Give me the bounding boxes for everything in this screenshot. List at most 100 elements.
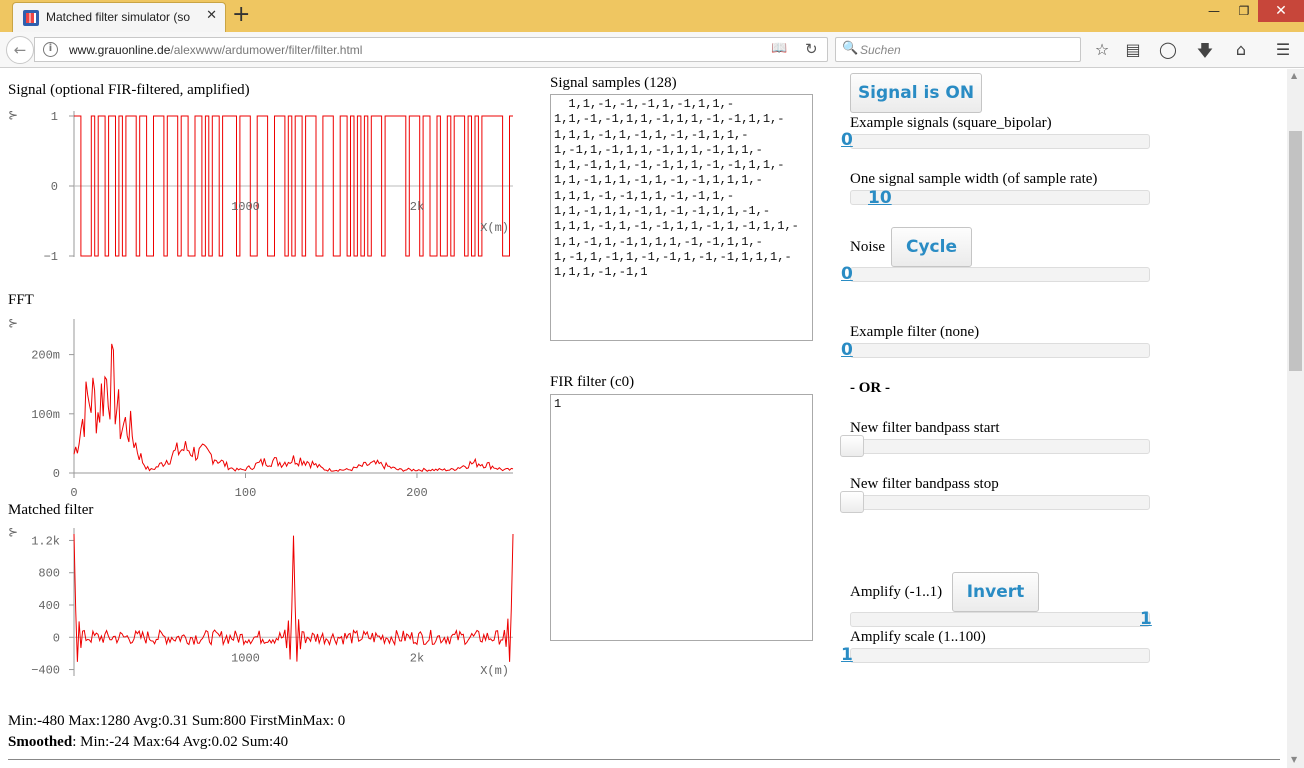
browser-tab[interactable]: Matched filter simulator (so ✕	[12, 2, 226, 32]
invert-button[interactable]: Invert	[952, 572, 1039, 612]
chart-cursor-icon: ⊱	[8, 317, 18, 331]
bandpass-start-label: New filter bandpass start	[850, 420, 1000, 436]
info-icon[interactable]: i	[43, 42, 58, 57]
home-icon[interactable]: ⌂	[1235, 40, 1247, 59]
y-tick-label: 400	[38, 599, 60, 613]
x-tick-label: 200	[406, 486, 428, 500]
divider	[8, 759, 1280, 760]
x-axis-label: X(m)	[480, 221, 509, 235]
navigation-bar: ← i www.grauonline.de/alexwww/ardumower/…	[0, 32, 1304, 68]
y-tick-label: −400	[31, 664, 60, 678]
sample-width-value[interactable]: 10	[868, 188, 892, 208]
signal-chart-title: Signal (optional FIR-filtered, amplified…	[8, 82, 250, 98]
x-tick-label: 2k	[410, 200, 424, 214]
smoothed-stats-line: Smoothed: Min:-24 Max:64 Avg:0.02 Sum:40	[8, 734, 288, 751]
close-tab-icon[interactable]: ✕	[206, 8, 217, 23]
y-tick-label: 800	[38, 567, 60, 581]
search-bar[interactable]: 🔍 Suchen	[835, 37, 1081, 62]
tab-title: Matched filter simulator (so	[46, 10, 191, 24]
url-text[interactable]: www.grauonline.de/alexwww/ardumower/filt…	[69, 43, 362, 57]
tab-bar: Matched filter simulator (so ✕ + — ❐ ✕	[0, 0, 1304, 32]
y-tick-label: 200m	[31, 349, 60, 363]
fir-filter-label: FIR filter (c0)	[550, 374, 635, 390]
cycle-button[interactable]: Cycle	[891, 227, 972, 267]
search-placeholder: Suchen	[860, 43, 901, 57]
url-host: www.grauonline.de	[69, 43, 171, 57]
vertical-scrollbar[interactable]: ▲ ▼	[1287, 69, 1304, 768]
window-close-button[interactable]: ✕	[1258, 0, 1304, 22]
bookmark-star-icon[interactable]: ☆	[1094, 40, 1110, 59]
signal-on-button[interactable]: Signal is ON	[850, 73, 982, 113]
x-tick-label: 1000	[231, 200, 260, 214]
page-content: Signal (optional FIR-filtered, amplified…	[0, 69, 1287, 768]
bandpass-stop-label: New filter bandpass stop	[850, 476, 999, 492]
matched-filter-series-line	[73, 533, 514, 662]
sample-width-slider[interactable]	[850, 190, 1150, 205]
matched-filter-chart[interactable]: ⊱ 1.2k 800 400 0 −400 1000 2k X(m)	[0, 524, 530, 694]
amplify-scale-slider[interactable]	[850, 648, 1150, 663]
signal-chart[interactable]: ⊱ 1 0 −1 1000 2k X(m)	[0, 107, 530, 267]
y-tick-label: 0	[53, 631, 60, 645]
noise-value[interactable]: 0	[841, 264, 853, 284]
fft-chart-title: FFT	[8, 292, 34, 308]
example-signals-value[interactable]: 0	[841, 130, 853, 150]
sample-width-label: One signal sample width (of sample rate)	[850, 171, 1098, 187]
url-bar[interactable]: i www.grauonline.de/alexwww/ardumower/fi…	[34, 37, 828, 62]
signal-series-line	[74, 115, 513, 257]
maximize-button[interactable]: ❐	[1238, 4, 1250, 18]
example-filter-label: Example filter (none)	[850, 324, 980, 340]
scroll-up-arrow-icon[interactable]: ▲	[1291, 71, 1298, 80]
y-tick-label: 1	[51, 110, 58, 124]
y-tick-label: 0	[51, 180, 58, 194]
example-filter-slider[interactable]	[850, 343, 1150, 358]
smoothed-label: Smoothed	[8, 734, 73, 750]
fir-filter-textarea[interactable]: 1	[550, 394, 813, 641]
noise-label: Noise	[850, 239, 885, 255]
url-path: /alexwww/ardumower/filter/filter.html	[170, 43, 363, 57]
y-tick-label: −1	[44, 250, 58, 264]
y-tick-label: 1.2k	[31, 534, 60, 548]
reload-icon[interactable]: ↻	[805, 40, 818, 58]
minimize-button[interactable]: —	[1208, 4, 1220, 18]
noise-slider[interactable]	[850, 267, 1150, 282]
x-tick-label: 0	[70, 486, 77, 500]
reader-view-icon[interactable]: 📖	[771, 41, 788, 56]
amplify-scale-label: Amplify scale (1..100)	[850, 629, 986, 645]
back-arrow-icon[interactable]: ←	[6, 36, 34, 64]
search-icon: 🔍	[842, 41, 859, 56]
x-axis-label: X(m)	[480, 664, 509, 678]
chart-cursor-icon: ⊱	[8, 526, 18, 540]
example-filter-value[interactable]: 0	[841, 340, 853, 360]
fft-chart[interactable]: ⊱ 200m 100m 00 100 200	[0, 315, 530, 503]
x-tick-label: 100	[235, 486, 257, 500]
amplify-label: Amplify (-1..1)	[850, 584, 943, 600]
y-tick-label: 0	[53, 467, 60, 481]
smoothed-values: : Min:-24 Max:64 Avg:0.02 Sum:40	[72, 734, 289, 750]
pocket-icon[interactable]: ◯	[1159, 40, 1177, 59]
example-signals-label: Example signals (square_bipolar)	[850, 115, 1052, 131]
signal-samples-textarea[interactable]: 1,1,-1,-1,-1,1,-1,1,1,- 1,1,-1,-1,1,1,-1…	[550, 94, 813, 341]
chart-cursor-icon: ⊱	[8, 109, 18, 123]
amplify-scale-value[interactable]: 1	[841, 645, 853, 665]
bandpass-start-slider[interactable]	[850, 439, 1150, 454]
x-tick-label: 2k	[410, 651, 424, 665]
stats-line: Min:-480 Max:1280 Avg:0.31 Sum:800 First…	[8, 713, 346, 729]
or-separator: - OR -	[850, 380, 890, 396]
scroll-thumb[interactable]	[1289, 131, 1302, 371]
download-icon[interactable]: 🡇	[1196, 41, 1214, 60]
amplify-value[interactable]: 1	[1140, 609, 1152, 629]
matched-chart-title: Matched filter	[8, 502, 94, 518]
reading-list-icon[interactable]: ▤	[1125, 40, 1141, 59]
new-tab-button[interactable]: +	[232, 2, 251, 27]
x-tick-label: 1000	[231, 651, 260, 665]
favicon-icon	[23, 10, 39, 26]
signal-samples-label: Signal samples (128)	[550, 75, 677, 91]
menu-icon[interactable]: ☰	[1275, 40, 1291, 59]
y-tick-label: 100m	[31, 408, 60, 422]
bandpass-start-handle[interactable]	[840, 435, 864, 457]
amplify-slider[interactable]	[850, 612, 1150, 627]
bandpass-stop-handle[interactable]	[840, 491, 864, 513]
bandpass-stop-slider[interactable]	[850, 495, 1150, 510]
example-signals-slider[interactable]	[850, 134, 1150, 149]
scroll-down-arrow-icon[interactable]: ▼	[1291, 755, 1298, 764]
